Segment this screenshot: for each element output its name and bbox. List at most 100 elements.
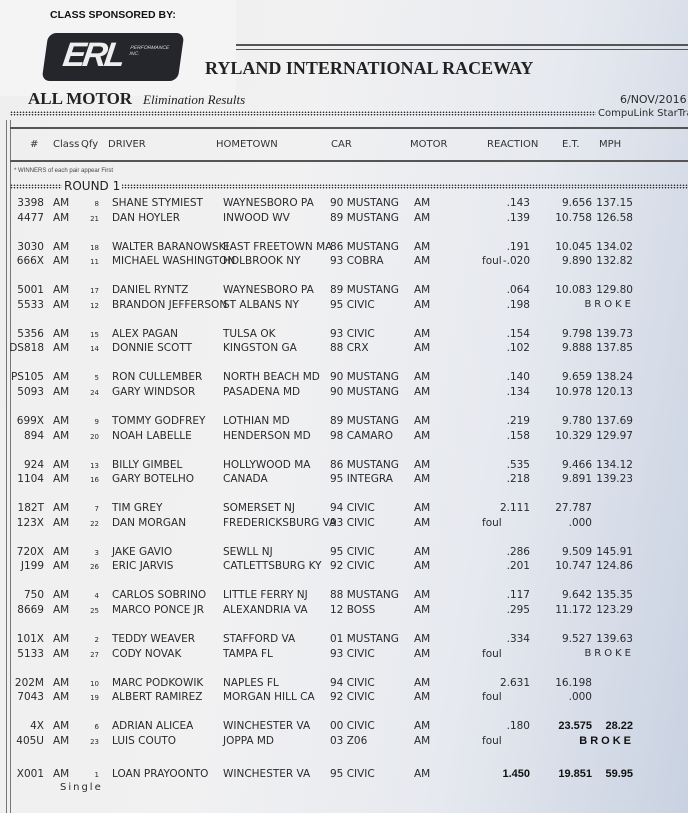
cell-qfy: 19	[90, 694, 99, 703]
cell-car: 95 INTEGRA	[330, 473, 393, 486]
cell-qfy: 9	[94, 418, 99, 426]
cell-hometown: WAYNESBORO PA	[223, 197, 314, 209]
cell-foul: foul	[482, 691, 502, 704]
cell-foul: foul	[482, 516, 502, 529]
cell-motor: AM	[414, 327, 431, 340]
cell-mph: 120.13	[596, 385, 633, 398]
cell-reaction: .198	[506, 298, 530, 311]
cell-motor: AM	[414, 429, 431, 442]
cell-driver: RON CULLEMBER	[112, 371, 203, 384]
single-label: Single	[60, 782, 103, 793]
cell-et: 10.758	[555, 211, 592, 224]
cell-driver: WALTER BARANOWSKI	[112, 240, 229, 253]
cell-num: DS818	[9, 342, 44, 355]
cell-driver: ERIC JARVIS	[112, 560, 174, 573]
cell-motor: AM	[414, 385, 431, 398]
cell-hometown: HOLBROOK NY	[223, 255, 301, 268]
cell-car: 92 CIVIC	[330, 691, 375, 704]
cell-cls: AM	[53, 676, 70, 689]
cell-num: 405U	[16, 734, 44, 747]
cell-hometown: FREDERICKSBURG VA	[223, 516, 337, 529]
cell-qfy: 10	[90, 679, 99, 688]
cell-qfy: 5	[94, 374, 99, 383]
cell-hometown: PASADENA MD	[223, 385, 301, 398]
cell-driver: TOMMY GODFREY	[112, 415, 206, 427]
cell-cls: AM	[53, 502, 70, 515]
cell-qfy: 24	[90, 388, 99, 397]
cell-hometown: NORTH BEACH MD	[223, 371, 320, 384]
cell-motor: AM	[414, 767, 431, 780]
cell-car: 88 CRX	[330, 342, 369, 355]
cell-driver: DANIEL RYNTZ	[112, 284, 189, 297]
cell-car: 89 MUSTANG	[330, 211, 399, 224]
cell-hometown: CANADA	[223, 473, 268, 486]
cell-car: 95 CIVIC	[330, 767, 375, 780]
cell-motor: AM	[414, 560, 431, 573]
cell-reaction: .180	[506, 720, 530, 733]
cell-num: 924	[23, 458, 44, 471]
cell-mph: 139.73	[596, 327, 633, 340]
cell-hometown: WAYNESBORO PA	[223, 284, 314, 297]
cell-car: 01 MUSTANG	[330, 633, 399, 645]
event-date: 6/NOV/2016	[620, 93, 687, 106]
cell-motor: AM	[414, 633, 431, 645]
cell-num: 8669	[17, 603, 44, 616]
cell-cls: AM	[53, 240, 70, 253]
cell-hometown: SEWLL NJ	[223, 545, 273, 558]
cell-et: 27.787	[555, 502, 592, 515]
cell-num: 5093	[17, 385, 44, 398]
cell-cls: AM	[53, 734, 70, 747]
cell-mph: 145.91	[596, 545, 633, 558]
cell-mph: 137.85	[596, 342, 633, 355]
cell-driver: MARC PODKOWIK	[112, 676, 204, 689]
cell-mph: 126.58	[596, 211, 633, 224]
sponsor-label: CLASS SPONSORED BY:	[50, 9, 176, 21]
cell-foul: foul	[482, 734, 502, 747]
cell-motor: AM	[414, 197, 431, 209]
cell-motor: AM	[414, 516, 431, 529]
broke-status: BROKE	[584, 647, 634, 659]
cell-driver: TIM GREY	[112, 502, 163, 515]
cell-qfy: 4	[94, 592, 99, 601]
cell-qfy: 3	[94, 548, 99, 557]
cell-et: 9.780	[561, 415, 592, 427]
cell-motor: AM	[414, 502, 431, 515]
cell-et: 9.509	[561, 545, 592, 558]
cell-driver: MARCO PONCE JR	[112, 603, 205, 616]
cell-reaction: .064	[506, 284, 530, 297]
dotted-divider	[10, 111, 596, 116]
cell-hometown: LOTHIAN MD	[223, 415, 290, 427]
cell-et: 10.083	[555, 284, 592, 297]
winners-note: * WINNERS of each pair appear First	[14, 168, 114, 174]
cell-et: 9.890	[561, 255, 592, 268]
col-qfy: Qfy	[81, 139, 99, 150]
cell-et: 10.329	[555, 429, 592, 442]
cell-motor: AM	[414, 647, 431, 660]
cell-cls: AM	[53, 385, 70, 398]
cell-motor: AM	[414, 545, 431, 558]
cell-et: 9.888	[561, 342, 592, 355]
cell-hometown: HENDERSON MD	[223, 429, 311, 442]
cell-reaction: .102	[506, 342, 530, 355]
cell-reaction: .158	[506, 429, 530, 442]
sponsor-logo: ERL PERFORMANCE INC.	[41, 33, 185, 81]
cell-driver: TEDDY WEAVER	[112, 633, 196, 645]
cell-car: 00 CIVIC	[330, 720, 375, 733]
cell-num: 4X	[30, 720, 44, 733]
cell-motor: AM	[414, 691, 431, 704]
cell-car: 90 MUSTANG	[330, 197, 399, 209]
cell-motor: AM	[414, 415, 431, 427]
cell-et: 9.798	[561, 327, 592, 340]
cell-motor: AM	[414, 458, 431, 471]
cell-driver: GARY BOTELHO	[112, 473, 195, 486]
cell-mph: 59.95	[605, 767, 633, 780]
cell-driver: LUIS COUTO	[112, 734, 177, 747]
cell-qfy: 2	[94, 636, 99, 644]
cell-driver: BILLY GIMBEL	[112, 458, 183, 471]
col-driver: DRIVER	[108, 139, 146, 150]
cell-num: 5133	[17, 647, 44, 660]
cell-mph: 137.69	[596, 415, 633, 427]
cell-num: 101X	[16, 633, 44, 645]
cell-reaction: 2.631	[499, 676, 530, 689]
sponsor-panel: CLASS SPONSORED BY: ERL PERFORMANCE INC.	[0, 0, 236, 96]
